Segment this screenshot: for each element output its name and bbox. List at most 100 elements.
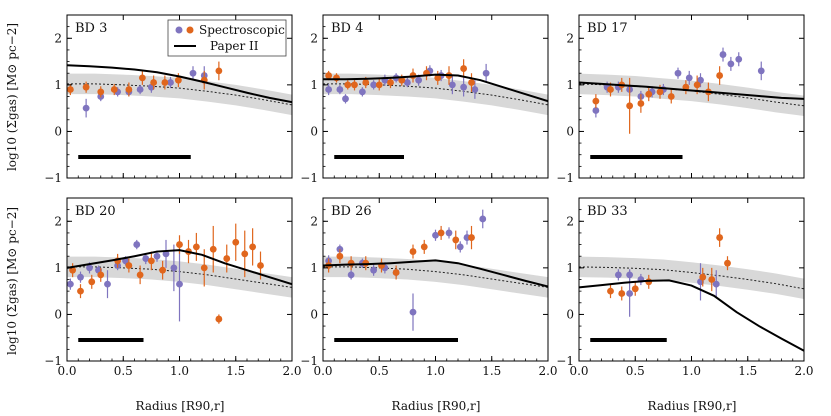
paper2-model-line	[67, 64, 292, 104]
y-tick-label: 1	[54, 78, 62, 92]
spectroscopic-point	[392, 269, 400, 276]
spectroscopic-point	[637, 100, 645, 107]
spectroscopic-point	[375, 81, 383, 89]
panel-title: BD 26	[331, 204, 372, 219]
y-tick-label: −1	[556, 354, 574, 368]
uncertainty-band	[579, 256, 804, 300]
y-tick-label: 1	[54, 261, 62, 275]
photometric-point	[674, 69, 682, 77]
spectroscopic-point	[159, 266, 167, 274]
spectroscopic-point	[125, 262, 133, 269]
spectroscopic-point	[468, 234, 475, 241]
y-tick-label: 0	[54, 124, 62, 138]
spectroscopic-point	[618, 290, 626, 297]
x-tick-label: 0.0	[313, 364, 332, 378]
photometric-point	[712, 280, 720, 288]
y-tick-label: 2	[54, 31, 62, 45]
legend-box	[167, 19, 287, 57]
spectroscopic-point	[693, 81, 701, 89]
photometric-point	[336, 86, 344, 93]
photometric-point	[370, 266, 378, 274]
spectroscopic-point	[110, 86, 118, 93]
spectroscopic-point	[200, 264, 208, 272]
spectroscopic-point	[249, 243, 257, 251]
photometric-point	[403, 79, 411, 86]
spectroscopic-point	[147, 257, 155, 265]
dotted-profile-line	[579, 266, 804, 290]
spectroscopic-point	[716, 234, 724, 241]
spectroscopic-point	[174, 76, 182, 84]
spectroscopic-point	[351, 81, 358, 89]
spectroscopic-point	[215, 315, 223, 323]
x-axis-label-2: Radius [R90,r]	[392, 399, 481, 413]
photometric-point	[592, 107, 600, 114]
photometric-point	[347, 271, 355, 279]
photometric-point	[409, 308, 417, 316]
photometric-point	[342, 95, 349, 103]
spectroscopic-point	[125, 86, 133, 93]
spectroscopic-point	[325, 72, 333, 79]
photometric-point	[86, 264, 93, 272]
photometric-point	[104, 280, 111, 288]
panel-2: −1 0 1 2 BD 4	[300, 14, 549, 185]
spectroscopic-point	[344, 81, 352, 89]
photometric-point	[482, 69, 490, 77]
panel-5: 0.0 0.5 1.0 1.5 2.0 −1 0 1 2 BD 26	[300, 197, 558, 378]
y-tick-label: −1	[44, 354, 62, 368]
y-tick-label: 0	[54, 307, 62, 321]
spectroscopic-point	[607, 287, 614, 295]
spectroscopic-point	[97, 88, 105, 96]
panels-layer: −1 0 1 2 BD 3 −1 0 1 2 BD 4 −1 0 1 2 BD 17 0.0 0.5 1.0 1.5…	[44, 14, 814, 378]
photometric-point	[479, 215, 487, 223]
photometric-point	[136, 86, 144, 93]
y-tick-label: 0	[310, 307, 318, 321]
panel-plot-area	[323, 209, 548, 343]
photometric-point	[735, 55, 743, 63]
photometric-point	[77, 273, 84, 281]
paper2-model-line	[67, 249, 292, 286]
paper2-model-line	[323, 73, 548, 103]
panel-plot-area	[67, 223, 292, 343]
spectroscopic-point	[656, 88, 664, 96]
y-axis-label-top: log10 (Σgas) [M⊙ pc−2]	[5, 23, 19, 171]
spectroscopic-point	[138, 74, 146, 82]
photometric-point	[757, 67, 765, 75]
spectroscopic-point	[362, 79, 370, 86]
x-tick-label: 0.5	[626, 364, 645, 378]
paper2-model-line	[579, 81, 804, 100]
spectroscopic-point	[88, 278, 96, 286]
spectroscopic-point	[398, 76, 406, 84]
uncertainty-band	[579, 73, 804, 117]
photometric-point	[415, 76, 423, 84]
spectroscopic-point	[347, 259, 355, 267]
spectroscopic-point	[452, 236, 460, 244]
photometric-point	[176, 280, 183, 288]
x-tick-label: 1.0	[426, 364, 445, 378]
legend-label-paper2: Paper II	[210, 39, 259, 53]
x-tick-label: 2.0	[538, 364, 557, 378]
panel-plot-area	[323, 59, 548, 160]
x-tick-label: 1.0	[682, 364, 701, 378]
photometric-point	[456, 243, 464, 251]
dotted-profile-line	[67, 83, 292, 106]
photometric-point	[67, 280, 74, 288]
panel-title: BD 20	[75, 204, 116, 219]
photometric-point	[358, 88, 366, 96]
photometric-point	[170, 264, 178, 272]
x-tick-label: 2.0	[794, 364, 813, 378]
x-axis-label-3: Radius [R90,r]	[648, 399, 737, 413]
panel-3: −1 0 1 2 BD 17	[556, 14, 805, 185]
panel-plot-area	[67, 61, 292, 160]
y-tick-label: 0	[566, 307, 574, 321]
photometric-point	[471, 86, 479, 93]
photometric-point	[719, 51, 727, 58]
photometric-point	[162, 250, 170, 258]
y-tick-label: 0	[566, 124, 574, 138]
y-tick-label: 1	[310, 261, 318, 275]
spectroscopic-point	[150, 79, 158, 86]
spectroscopic-point	[215, 67, 223, 75]
y-tick-label: 1	[310, 78, 318, 92]
x-tick-label: 0.0	[569, 364, 588, 378]
panel-6: 0.0 0.5 1.0 1.5 2.0 −1 0 1 2 BD 33	[556, 197, 814, 378]
